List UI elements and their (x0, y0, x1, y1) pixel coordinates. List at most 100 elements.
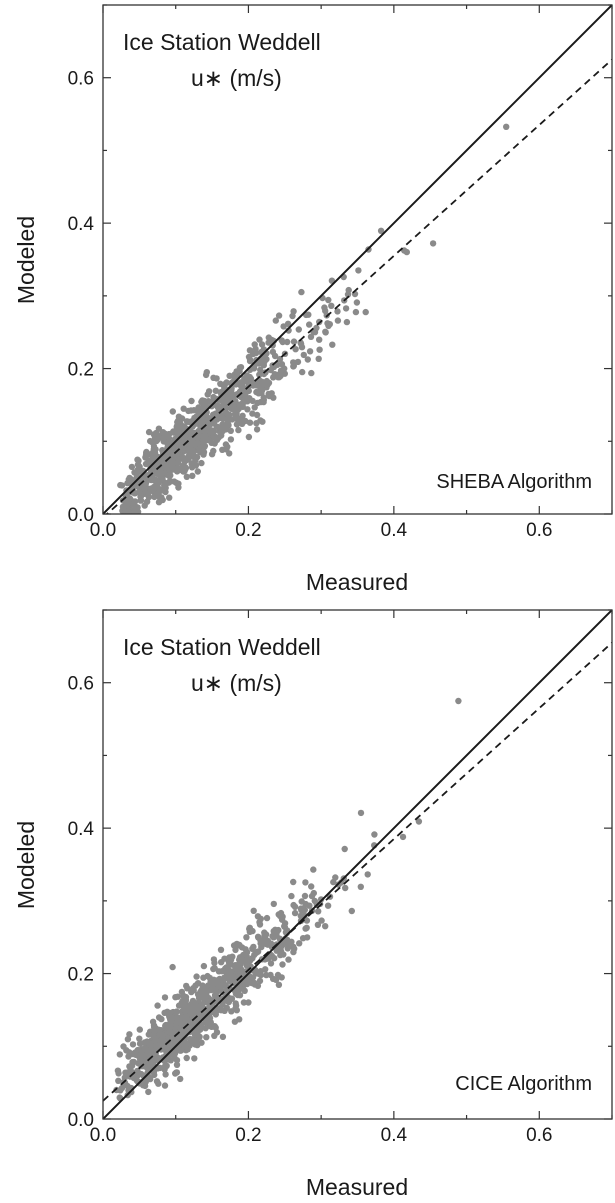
data-point (357, 809, 365, 817)
data-point (272, 926, 279, 933)
data-point (321, 304, 328, 311)
data-point (291, 909, 299, 917)
data-point (242, 378, 249, 385)
y-tick-label: 0.2 (68, 360, 94, 381)
data-point (328, 302, 335, 309)
data-point (202, 403, 209, 410)
data-point (149, 1018, 157, 1025)
data-point (173, 1069, 180, 1076)
data-point (198, 986, 206, 993)
data-point (181, 1035, 188, 1043)
data-point (213, 989, 220, 996)
data-point (150, 451, 157, 458)
data-point (290, 338, 298, 345)
data-point (166, 494, 173, 501)
data-point (154, 1055, 162, 1062)
data-point (257, 417, 264, 424)
data-point (154, 468, 162, 476)
data-point (310, 889, 317, 897)
data-point (153, 437, 160, 445)
data-point (260, 398, 267, 406)
data-point (318, 917, 325, 924)
chart-title: Ice Station Weddell (123, 29, 321, 55)
data-point (290, 362, 297, 370)
data-point (126, 1049, 133, 1056)
data-point (357, 883, 364, 890)
data-point (278, 337, 285, 344)
data-point (126, 1031, 133, 1038)
data-point (238, 958, 246, 965)
data-point (198, 459, 205, 467)
data-point (279, 913, 286, 920)
data-point (167, 1018, 174, 1025)
data-point (279, 941, 286, 949)
data-point (148, 467, 155, 475)
data-point (190, 985, 197, 992)
data-point (253, 949, 260, 956)
data-point (215, 434, 223, 441)
data-point (167, 1023, 174, 1031)
data-point (298, 288, 305, 296)
data-point (220, 415, 227, 422)
data-point (188, 397, 195, 405)
data-point (222, 441, 230, 448)
data-point (261, 379, 268, 387)
data-point (209, 429, 216, 436)
data-point (295, 326, 302, 333)
data-point (172, 1022, 179, 1030)
data-point (261, 932, 268, 939)
data-point (304, 934, 311, 941)
data-point (125, 508, 132, 514)
data-point (217, 1007, 225, 1014)
data-point (174, 429, 181, 436)
data-point (288, 892, 295, 900)
data-point (302, 879, 309, 886)
data-point (155, 1014, 163, 1021)
data-point (167, 459, 174, 466)
data-point (179, 1014, 186, 1021)
data-point (325, 296, 332, 304)
data-point (245, 433, 253, 441)
x-axis-ticks: 0.0 0.2 0.4 0.6 (90, 610, 613, 1146)
data-point (252, 345, 259, 353)
algorithm-label: SHEBA Algorithm (436, 471, 592, 493)
data-point (169, 963, 176, 971)
data-point (174, 418, 181, 426)
data-point (154, 1002, 161, 1009)
data-point (196, 1033, 203, 1041)
data-point (196, 447, 203, 454)
data-point (124, 1036, 132, 1043)
one-to-one-line (103, 610, 612, 1119)
x-tick-label: 0.2 (235, 520, 261, 541)
data-point (226, 450, 233, 457)
data-point (232, 946, 239, 954)
y-tick-label: 0.6 (68, 69, 94, 90)
data-point (149, 1067, 156, 1075)
data-point (194, 439, 201, 447)
data-point (343, 318, 351, 326)
data-point (245, 999, 252, 1006)
data-point (187, 407, 195, 414)
data-point (308, 369, 315, 377)
data-point (228, 405, 235, 412)
data-point (169, 408, 176, 415)
data-point (296, 940, 303, 947)
data-point (193, 973, 200, 980)
data-point (342, 884, 349, 892)
data-point (174, 1017, 182, 1024)
data-point (211, 440, 218, 447)
data-point (257, 366, 264, 374)
data-point (183, 1054, 190, 1062)
data-point (178, 999, 185, 1006)
data-point (298, 344, 306, 351)
y-tick-label: 0.0 (68, 1110, 94, 1131)
data-point (122, 1069, 129, 1076)
data-point (270, 900, 277, 908)
data-point (263, 971, 270, 979)
data-point (261, 940, 268, 947)
data-point (200, 995, 207, 1002)
data-point (194, 468, 201, 475)
data-point (159, 474, 166, 481)
one-to-one-line (103, 5, 612, 514)
